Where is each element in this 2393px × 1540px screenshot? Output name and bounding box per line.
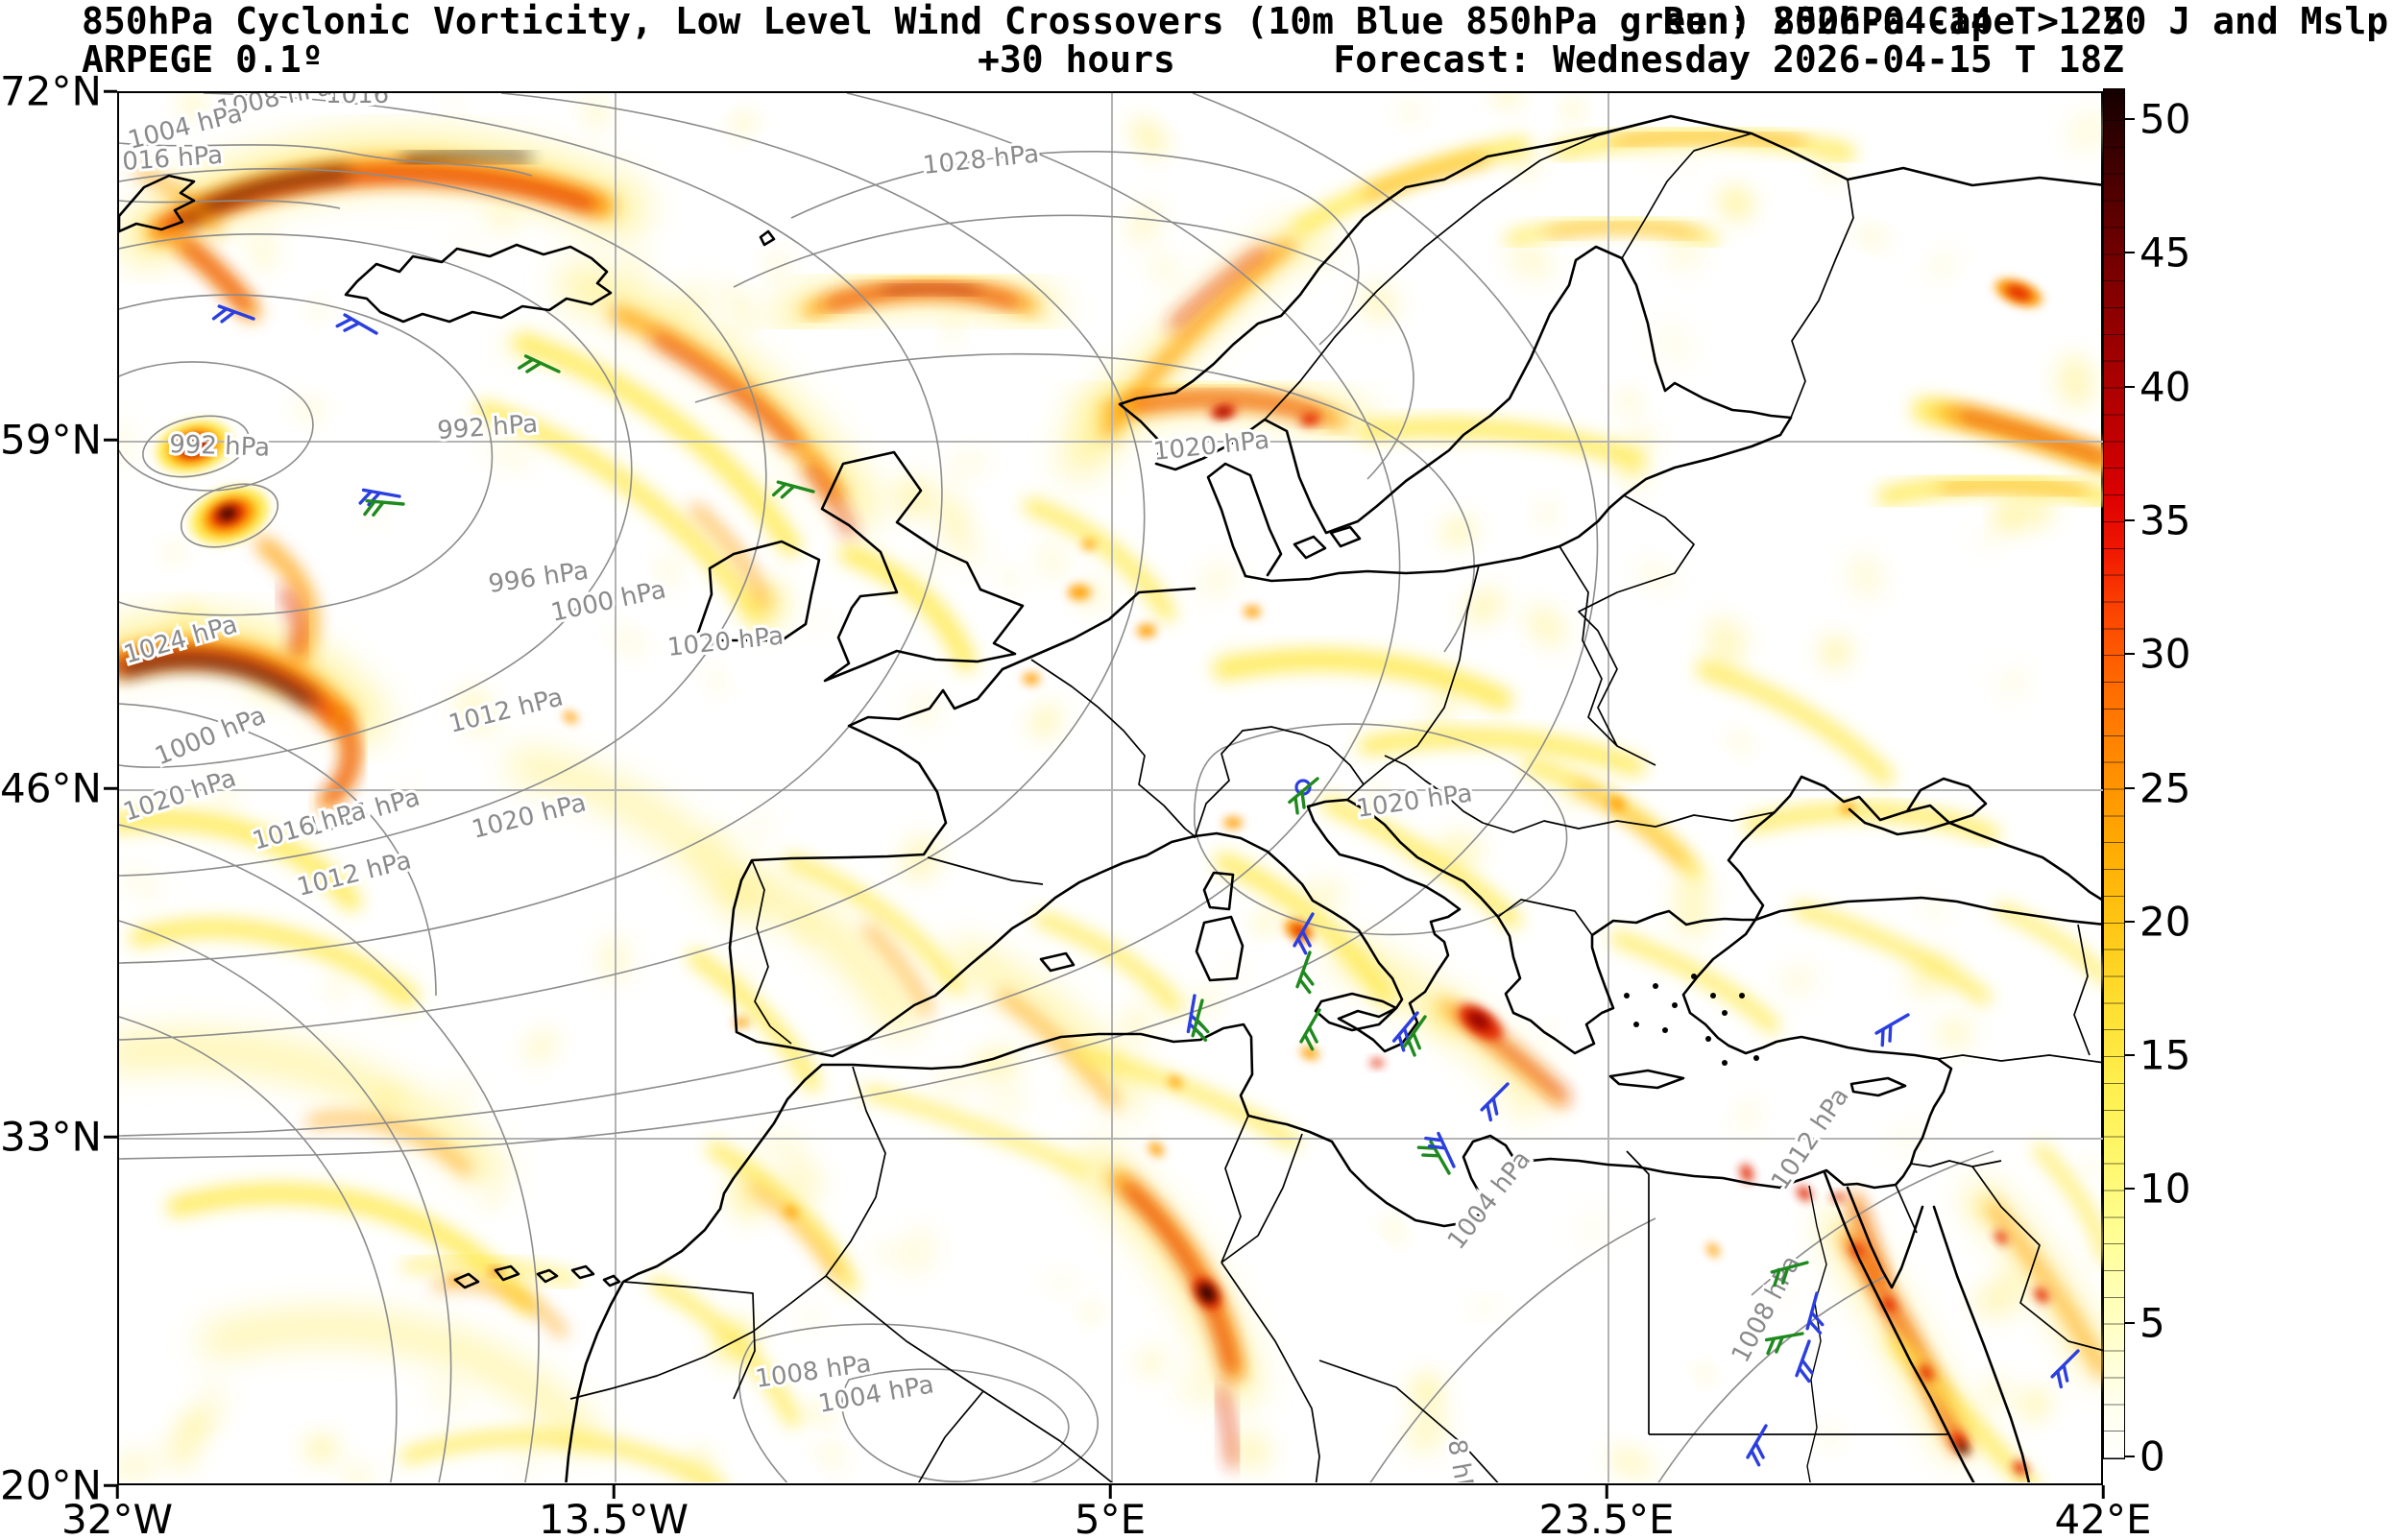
lead-time-label: +30 hours [978,38,1175,81]
chart-title: 850hPa Cyclonic Vorticity, Low Level Win… [82,0,2389,42]
grid-lines [119,93,2105,1482]
wind-barb-850hpa-green [1295,950,1315,995]
lon-tick-mark [1605,1485,1608,1499]
wind-barbs [211,304,2080,1467]
wind-barb-850hpa-green [1191,999,1210,1042]
wind-barb-10m-blue [2050,1349,2080,1389]
colorbar-tick-label: 45 [2139,229,2191,277]
wind-barb-850hpa-green [1299,1008,1321,1051]
wind-barb-10m-blue [1480,1082,1510,1122]
map-area: 1016 016 hPa 1008 hPa 1004 hPa 1028 hPa 992 h… [117,91,2105,1485]
isobar-label: 1020 hPa [666,621,786,662]
colorbar-tick-mark [2125,920,2135,923]
lat-tick-label: 46°N [0,764,102,812]
colorbar-tick-mark [2125,653,2135,656]
lon-tick-label: 32°W [61,1496,173,1540]
colorbar-tick-label: 50 [2139,95,2191,143]
isobar-label: 1020 hPa [1355,779,1474,824]
colorbar-tick-mark [2125,118,2135,120]
lat-tick-mark [104,1483,117,1487]
colorbar-tick-mark [2125,252,2135,254]
vorticity-heat-layer [119,129,2105,1482]
lon-tick-label: 5°E [1074,1496,1147,1540]
isobar-label: 1016 [326,93,389,109]
isobar-label: 992 hPa [169,430,271,463]
lat-tick-label: 33°N [0,1113,102,1161]
lon-tick-label: 13.5°W [538,1496,689,1540]
wind-barb-10m-blue [335,313,378,335]
wind-barb-10m-blue [1874,1013,1910,1047]
lat-tick-mark [104,1135,117,1139]
wind-barb-850hpa-green [363,498,405,517]
colorbar-tick-label: 10 [2139,1165,2191,1213]
colorbar-tick-mark [2125,518,2135,521]
wind-barb-850hpa-green [518,354,561,373]
colorbar-tick-label: 25 [2139,764,2191,811]
colorbar [2103,88,2125,1459]
colorbar-tick-label: 15 [2139,1031,2191,1079]
lat-tick-label: 72°N [0,67,102,115]
colorbar-tick-mark [2125,385,2135,388]
coastlines [119,114,2105,1482]
colorbar-tick-label: 5 [2139,1299,2165,1347]
wind-barb-10m-blue [1424,1131,1456,1168]
country-borders [569,115,2105,1482]
isobar-label: 996 hPa [487,557,591,599]
lat-tick-mark [104,89,117,93]
wind-barb-10m-blue [211,304,255,324]
colorbar-tick-label: 0 [2139,1432,2165,1480]
forecast-label: Forecast: Wednesday 2026-04-15 T 18Z [1333,38,2124,81]
wind-barb-850hpa-green [1764,1332,1804,1356]
model-label: ARPEGE 0.1º [82,38,324,81]
vorticity-speckle-layer [119,93,2105,1482]
isobar-label: 992 hPa [436,410,539,445]
isobar-label: 1016 hPa [250,796,370,855]
lon-tick-mark [2101,1485,2105,1499]
colorbar-tick-mark [2125,1054,2135,1057]
lat-tick-mark [104,786,117,790]
lat-tick-label: 59°N [0,416,102,464]
run-label: Run: 2026-04-14 T 12Z [1662,0,2124,42]
isobar-label: 1004 hPa [1442,1145,1536,1255]
wind-barb-10m-blue [1805,1291,1825,1335]
isobar-label: 1008 hPa [1727,1251,1806,1367]
lon-tick-label: 42°E [2054,1496,2152,1540]
colorbar-tick-label: 40 [2139,363,2191,411]
colorbar-tick-mark [2125,1456,2135,1457]
lon-tick-mark [612,1485,616,1499]
colorbar-tick-mark [2125,1188,2135,1191]
lat-tick-label: 20°N [0,1461,102,1509]
lon-tick-mark [1108,1485,1112,1499]
lon-tick-mark [115,1485,119,1499]
wind-barb-850hpa-green [1770,1261,1809,1287]
wind-barb-850hpa-green [772,480,815,499]
lat-tick-mark [104,438,117,442]
colorbar-tick-label: 35 [2139,496,2191,544]
colorbar-tick-mark [2125,1321,2135,1324]
lon-tick-label: 23.5°E [1538,1496,1675,1540]
isobar-label: 1020 hPa [469,788,589,844]
wind-barb-850hpa-green [1288,777,1319,815]
wind-barb-10m-blue [1293,912,1315,955]
wind-barb-10m-blue [1746,1424,1768,1467]
wind-barb-850hpa-green [1402,1015,1427,1057]
isobar-label: 1028 hPa [922,139,1041,180]
colorbar-tick-mark [2125,786,2135,789]
isobar-label: 8 hPa [1441,1437,1482,1482]
colorbar-tick-label: 20 [2139,898,2191,946]
wind-barb-10m-blue [1795,1339,1814,1384]
isobar-label: 1020 hPa [1152,425,1271,467]
colorbar-segment-lines [2104,89,2124,1458]
isobar-label: 1000 hPa [151,701,270,771]
isobar-contours [119,93,1994,1482]
colorbar-tick-label: 30 [2139,630,2191,678]
